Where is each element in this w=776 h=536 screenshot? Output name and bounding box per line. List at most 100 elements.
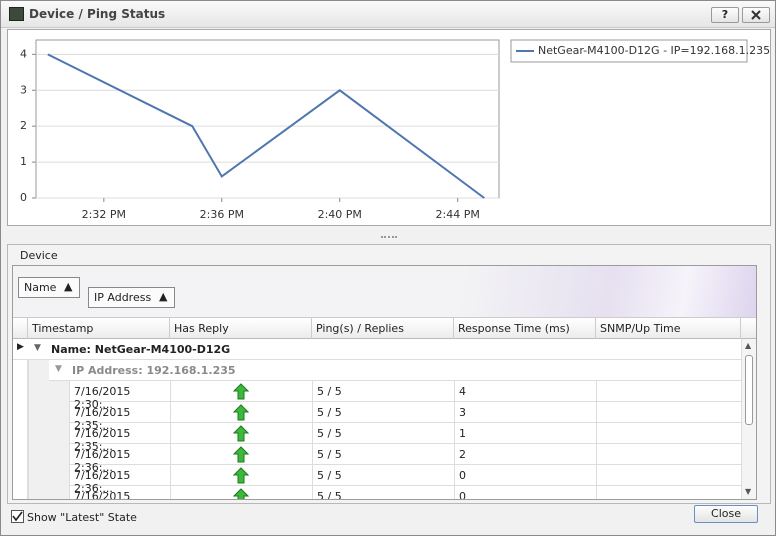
x-tick-label: 2:44 PM (436, 208, 480, 221)
column-header[interactable]: Ping(s) / Replies (312, 318, 454, 339)
grid-cell (596, 381, 741, 402)
column-header[interactable]: SNMP/Up Time (596, 318, 741, 339)
indent (28, 423, 69, 444)
cell-text: 7/16/2015 2:36:... (74, 469, 131, 495)
series-line (47, 53, 485, 199)
column-header-label: SNMP/Up Time (600, 322, 681, 335)
grid-cell (170, 423, 312, 444)
grid-cell: 5 / 5 (312, 465, 454, 486)
data-row[interactable]: 7/16/2015 2:30:... 5 / 5 4 (69, 381, 741, 411)
cell-text: 5 / 5 (317, 448, 342, 461)
splitter[interactable] (381, 236, 397, 238)
group-label: Name: NetGear-M4100-D12G (51, 343, 231, 356)
chart-panel: 0 1 2 3 4 2:32 PM 2:36 PM 2:40 PM 2:44 PM NetGear… (7, 29, 771, 226)
indent (28, 486, 69, 499)
cell-text: 5 / 5 (317, 427, 342, 440)
chart: 0 1 2 3 4 2:32 PM 2:36 PM 2:40 PM 2:44 PM NetGear… (20, 39, 770, 221)
row-indicator: ▶ (17, 342, 24, 352)
data-row[interactable]: 7/16/2015 2:35:... 5 / 5 3 (69, 402, 741, 432)
group-by-button[interactable]: IP Address ▲ (88, 287, 175, 308)
cell-text: 5 / 5 (317, 385, 342, 398)
grid-cell: 5 / 5 (312, 486, 454, 500)
data-row[interactable]: 7/16/2015 2:36:... 5 / 5 0 (69, 486, 741, 500)
grid-cell (596, 423, 741, 444)
data-row[interactable]: 7/16/2015 2:36:... 5 / 5 2 (69, 444, 741, 474)
cell-text: 5 / 5 (317, 406, 342, 419)
grid-cell: 3 (454, 402, 596, 423)
column-header-label: Response Time (ms) (458, 322, 570, 335)
x-tick-label: 2:32 PM (82, 208, 126, 221)
reply-icon (233, 467, 249, 484)
indent (28, 402, 69, 423)
data-row[interactable]: 7/16/2015 2:35:... 5 / 5 1 (69, 423, 741, 453)
indent (28, 444, 69, 465)
expand-icon: ▼ (55, 364, 62, 374)
reply-icon (233, 425, 249, 442)
grid-cell (596, 486, 741, 499)
y-tick-label: 2 (20, 119, 27, 132)
column-header-label: Ping(s) / Replies (316, 322, 404, 335)
grid-cell: 7/16/2015 2:35:... (69, 423, 170, 453)
grid-cell: 0 (454, 465, 596, 486)
column-header[interactable]: Response Time (ms) (454, 318, 596, 339)
close-button[interactable]: Close (694, 505, 758, 523)
grid-cell: 5 / 5 (312, 444, 454, 465)
window-title: Device / Ping Status (29, 7, 166, 21)
checkbox-label: Show "Latest" State (27, 511, 137, 524)
scroll-up[interactable]: ▲ (745, 341, 752, 350)
cell-text: 3 (459, 406, 466, 419)
close-icon (751, 10, 761, 20)
grid-cell: 2 (454, 444, 596, 465)
grid-cell: 4 (454, 381, 596, 402)
group-by-button[interactable]: Name ▲ (18, 277, 80, 298)
group-by-label: IP Address (94, 291, 152, 304)
cell-text: 7/16/2015 2:36:... (74, 448, 131, 474)
header-cell (13, 318, 28, 339)
cell-text: 5 / 5 (317, 490, 342, 500)
checkbox[interactable] (11, 510, 24, 523)
grid-cell: 7/16/2015 2:36:... (69, 444, 170, 474)
cell-text: 4 (459, 385, 466, 398)
indent (28, 381, 69, 402)
data-grid: Name ▲ IP Address ▲ Timestamp Has Reply Ping(s… (12, 265, 757, 500)
grid-cell (170, 486, 312, 499)
panel-title: Device (20, 249, 58, 262)
reply-icon (233, 383, 249, 400)
scroll-down[interactable]: ▼ (745, 487, 752, 496)
help-button[interactable]: ? (711, 7, 739, 23)
legend-label: NetGear-M4100-D12G - IP=192.168.1.235 (538, 44, 770, 57)
grid-cell (596, 402, 741, 423)
window-icon (9, 7, 24, 21)
group-row: ▶ ▼ Name: NetGear-M4100-D12G (13, 339, 741, 360)
indent (28, 465, 69, 486)
data-row[interactable]: 7/16/2015 2:36:... 5 / 5 0 (69, 465, 741, 495)
grid-cell (170, 465, 312, 486)
grid-cell (596, 465, 741, 486)
group-by-label: Name (24, 281, 57, 294)
close-window-button[interactable] (742, 7, 770, 23)
scroll-thumb[interactable] (745, 355, 753, 425)
y-tick-label: 4 (20, 47, 27, 60)
legend-box (510, 39, 748, 63)
cell-text: 7/16/2015 2:35:... (74, 427, 131, 453)
cell-text: 0 (459, 469, 466, 482)
indent (28, 360, 49, 381)
grid-cell (170, 402, 312, 423)
sort-arrow: ▲ (159, 290, 168, 303)
grid-cell: 7/16/2015 2:30:... (69, 381, 170, 411)
scrollbar[interactable]: ▲ ▼ (741, 339, 756, 499)
cell-text: 7/16/2015 2:36:... (74, 490, 131, 500)
column-header[interactable]: Timestamp (28, 318, 170, 339)
group-label: IP Address: 192.168.1.235 (72, 364, 236, 377)
reply-icon (233, 488, 249, 499)
grid-cell: 7/16/2015 2:35:... (69, 402, 170, 432)
column-header[interactable]: Has Reply (170, 318, 312, 339)
grid-cell: 5 / 5 (312, 423, 454, 444)
column-header-label: Timestamp (32, 322, 94, 335)
title-bar: Device / Ping Status ? (1, 1, 775, 28)
grid-cell: 5 / 5 (312, 381, 454, 402)
indicator-column (13, 360, 28, 499)
reply-icon (233, 404, 249, 421)
grid-cell: 7/16/2015 2:36:... (69, 465, 170, 495)
